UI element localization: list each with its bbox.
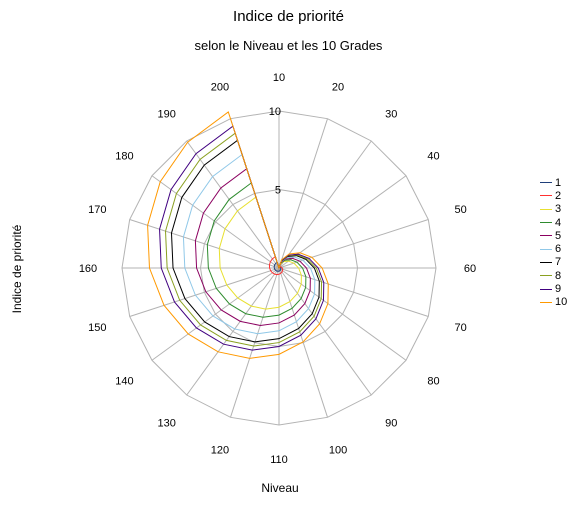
series-line-3 [218, 196, 302, 310]
series-line-6 [182, 153, 316, 335]
category-label: 20 [332, 81, 344, 93]
grid-spoke [151, 175, 280, 269]
category-label: 200 [211, 81, 229, 93]
grid-spoke [186, 267, 280, 396]
legend-swatch [540, 301, 552, 303]
legend: 1 2 3 4 5 6 7 8 9 10 [540, 176, 567, 309]
legend-label: 9 [555, 283, 562, 296]
series-line-7 [170, 139, 320, 343]
radial-tick-label: 5 [275, 185, 281, 197]
legend-label: 2 [555, 189, 562, 202]
category-label: 170 [88, 204, 106, 216]
legend-swatch [540, 235, 552, 237]
grid-spoke [278, 267, 407, 361]
category-label: 180 [115, 151, 133, 163]
category-label: 150 [88, 322, 106, 334]
legend-swatch [540, 288, 552, 290]
legend-item: 3 [540, 203, 567, 216]
legend-swatch [540, 248, 552, 250]
chart-title: Indice de priorité [233, 8, 344, 25]
category-label: 10 [273, 72, 285, 84]
x-axis-label: Niveau [261, 481, 299, 495]
category-label: 60 [464, 263, 476, 275]
category-label: 110 [270, 454, 288, 466]
legend-item: 4 [540, 216, 567, 229]
series-line-1 [273, 261, 282, 272]
grid-spoke [278, 118, 328, 269]
legend-item: 5 [540, 229, 567, 242]
grid-spoke [278, 267, 372, 396]
series-line-8 [165, 132, 323, 347]
series-line-10 [147, 111, 329, 359]
legend-item: 8 [540, 269, 567, 282]
chart-subtitle: selon le Niveau et les 10 Grades [194, 38, 383, 53]
category-label: 190 [158, 108, 176, 120]
legend-label: 3 [555, 203, 562, 216]
grid-spoke [151, 267, 280, 361]
legend-label: 1 [555, 176, 562, 189]
category-label: 50 [455, 204, 467, 216]
grid-spoke [278, 267, 429, 317]
grid-spoke [186, 140, 280, 269]
category-label: 120 [211, 445, 229, 457]
legend-item: 10 [540, 296, 567, 309]
grid-spoke [129, 219, 280, 269]
category-label: 30 [385, 108, 397, 120]
legend-label: 5 [555, 229, 562, 242]
legend-swatch [540, 195, 552, 197]
legend-swatch [540, 222, 552, 224]
series-line-5 [194, 167, 311, 326]
legend-label: 6 [555, 243, 562, 256]
legend-swatch [540, 261, 552, 263]
legend-swatch [540, 275, 552, 277]
radial-tick-label: 10 [269, 106, 281, 118]
category-label: 140 [115, 375, 133, 387]
legend-item: 9 [540, 282, 567, 295]
grid-spoke [278, 219, 429, 269]
category-label: 100 [329, 445, 347, 457]
grid-spoke [278, 140, 372, 269]
legend-swatch [540, 208, 552, 210]
grid-spoke [230, 267, 280, 418]
legend-label: 8 [555, 269, 562, 282]
legend-item: 6 [540, 242, 567, 255]
legend-item: 2 [540, 189, 567, 202]
category-label: 80 [427, 375, 439, 387]
legend-item: 1 [540, 176, 567, 189]
legend-label: 10 [555, 296, 568, 309]
grid-spoke [129, 267, 280, 317]
category-label: 70 [455, 322, 467, 334]
category-label: 160 [79, 263, 97, 275]
grid-spoke [278, 267, 328, 418]
series-line-2 [268, 255, 284, 276]
legend-label: 7 [555, 256, 562, 269]
series-line-4 [206, 182, 307, 318]
series-line-9 [159, 125, 325, 351]
legend-swatch [540, 182, 552, 184]
legend-item: 7 [540, 256, 567, 269]
category-label: 90 [385, 418, 397, 430]
category-label: 130 [158, 418, 176, 430]
legend-label: 4 [555, 216, 562, 229]
category-label: 40 [427, 151, 439, 163]
